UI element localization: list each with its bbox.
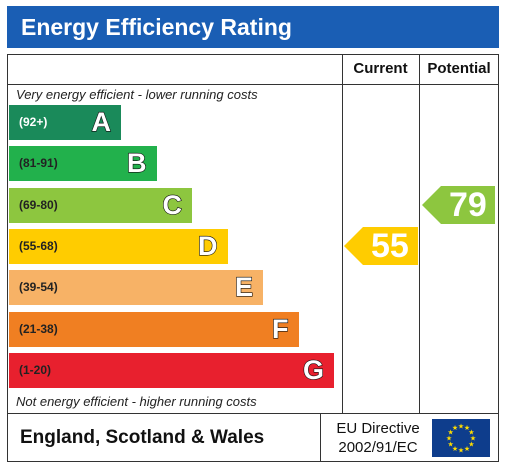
- band-d-letter: D: [197, 230, 218, 261]
- svg-text:★: ★: [452, 445, 458, 453]
- band-b-letter: B: [126, 148, 147, 179]
- band-b: (81-91) B: [9, 146, 157, 182]
- svg-text:★: ★: [447, 429, 453, 437]
- footer: England, Scotland & Wales EU Directive 2…: [7, 414, 499, 462]
- svg-text:★: ★: [452, 424, 458, 432]
- current-column-divider: [342, 54, 343, 414]
- band-e: (39-54) E: [9, 270, 263, 306]
- svg-text:★: ★: [464, 445, 470, 453]
- band-e-letter: E: [234, 272, 253, 303]
- svg-text:★: ★: [468, 441, 474, 449]
- current-column-header: Current: [353, 60, 408, 77]
- band-g: (1-20) G: [9, 352, 334, 388]
- svg-text:★: ★: [446, 435, 452, 443]
- band-a-letter: A: [91, 106, 112, 137]
- band-c: (69-80) C: [9, 187, 192, 223]
- svg-text:★: ★: [468, 429, 474, 437]
- svg-text:★: ★: [470, 435, 476, 443]
- current-rating-value: 55: [371, 227, 409, 266]
- potential-rating-value-shape: [422, 186, 495, 225]
- band-a: (92+) A: [9, 105, 121, 140]
- svg-text:★: ★: [464, 424, 470, 432]
- top-caption: Very energy efficient - lower running co…: [16, 87, 258, 102]
- bottom-caption: Not energy efficient - higher running co…: [16, 394, 257, 409]
- band-e-range: (39-54): [19, 280, 58, 295]
- band-b-range: (81-91): [19, 156, 58, 171]
- eu-flag-icon: ★ ★ ★ ★ ★ ★ ★ ★ ★ ★ ★ ★: [432, 419, 490, 457]
- band-c-letter: C: [162, 189, 183, 220]
- country-label: England, Scotland & Wales: [20, 427, 265, 448]
- band-c-range: (69-80): [19, 197, 58, 212]
- potential-rating-arrow: 79: [422, 186, 495, 225]
- rating-table: [7, 54, 499, 414]
- svg-text:★: ★: [458, 423, 464, 431]
- chart-title: Energy Efficiency Rating: [7, 6, 499, 48]
- footer-divider: [320, 414, 321, 462]
- band-a-range: (92+): [19, 115, 48, 129]
- potential-column-divider: [419, 54, 420, 414]
- svg-text:★: ★: [458, 447, 464, 455]
- eu-directive-line1: EU Directive: [336, 420, 420, 437]
- band-d: (55-68) D: [9, 228, 228, 264]
- band-f: (21-38) F: [9, 311, 299, 347]
- current-rating-arrow: 55: [344, 227, 418, 266]
- potential-rating-value: 79: [449, 186, 487, 225]
- band-g-letter: G: [302, 354, 324, 385]
- band-d-range: (55-68): [19, 238, 58, 253]
- potential-column-header: Potential: [427, 60, 491, 77]
- band-f-range: (21-38): [19, 321, 58, 336]
- eu-directive-line2: 2002/91/EC: [338, 439, 418, 456]
- eu-directive: EU Directive 2002/91/EC: [328, 419, 428, 457]
- header-row-divider: [7, 84, 499, 85]
- current-rating-value-shape: [344, 227, 418, 266]
- band-g-range: (1-20): [19, 362, 52, 377]
- svg-text:★: ★: [447, 441, 453, 449]
- band-f-letter: F: [271, 313, 289, 344]
